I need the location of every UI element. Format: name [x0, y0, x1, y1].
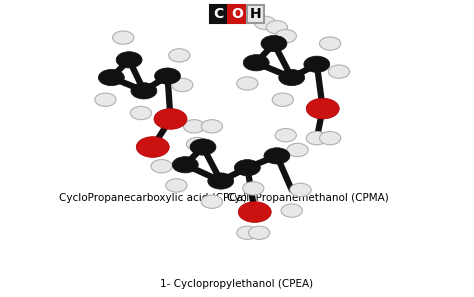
Ellipse shape: [304, 56, 330, 72]
Ellipse shape: [201, 120, 222, 133]
Ellipse shape: [248, 226, 270, 239]
Ellipse shape: [306, 98, 339, 119]
Ellipse shape: [190, 139, 216, 155]
Text: CycloPropanecarboxylic acid (CPCa): CycloPropanecarboxylic acid (CPCa): [59, 193, 247, 203]
Ellipse shape: [319, 132, 341, 145]
Text: H: H: [249, 7, 261, 21]
Ellipse shape: [237, 77, 258, 90]
Ellipse shape: [319, 37, 341, 50]
Ellipse shape: [264, 148, 290, 164]
Ellipse shape: [306, 132, 328, 145]
Ellipse shape: [99, 69, 124, 86]
Ellipse shape: [275, 29, 296, 43]
Ellipse shape: [261, 35, 287, 52]
Ellipse shape: [255, 16, 276, 29]
Text: C: C: [214, 7, 224, 21]
Ellipse shape: [166, 179, 187, 192]
Text: CycloPropanemethanol (CPMA): CycloPropanemethanol (CPMA): [227, 193, 389, 203]
Ellipse shape: [131, 83, 157, 99]
Ellipse shape: [243, 182, 264, 195]
Ellipse shape: [328, 65, 350, 78]
Ellipse shape: [186, 138, 208, 151]
Ellipse shape: [234, 159, 260, 176]
Text: 1- Cyclopropylethanol (CPEA): 1- Cyclopropylethanol (CPEA): [160, 279, 314, 289]
Ellipse shape: [116, 52, 142, 68]
Ellipse shape: [155, 68, 181, 84]
FancyBboxPatch shape: [247, 5, 264, 23]
Ellipse shape: [201, 195, 222, 208]
Ellipse shape: [183, 120, 205, 133]
Ellipse shape: [281, 204, 302, 217]
Ellipse shape: [130, 106, 152, 120]
Ellipse shape: [266, 21, 288, 34]
Ellipse shape: [272, 93, 293, 106]
Ellipse shape: [238, 202, 271, 222]
Ellipse shape: [112, 31, 134, 44]
Ellipse shape: [275, 129, 296, 142]
Ellipse shape: [279, 69, 305, 86]
Ellipse shape: [243, 55, 269, 71]
FancyBboxPatch shape: [228, 5, 246, 23]
Ellipse shape: [290, 183, 311, 197]
Ellipse shape: [172, 157, 198, 173]
FancyBboxPatch shape: [210, 5, 227, 23]
Ellipse shape: [169, 49, 190, 62]
Ellipse shape: [95, 93, 116, 106]
Text: O: O: [231, 7, 243, 21]
Ellipse shape: [172, 78, 193, 91]
Ellipse shape: [154, 109, 187, 129]
Ellipse shape: [237, 226, 258, 239]
Ellipse shape: [151, 159, 172, 173]
Ellipse shape: [208, 173, 234, 189]
Ellipse shape: [136, 137, 169, 157]
Ellipse shape: [287, 143, 308, 157]
